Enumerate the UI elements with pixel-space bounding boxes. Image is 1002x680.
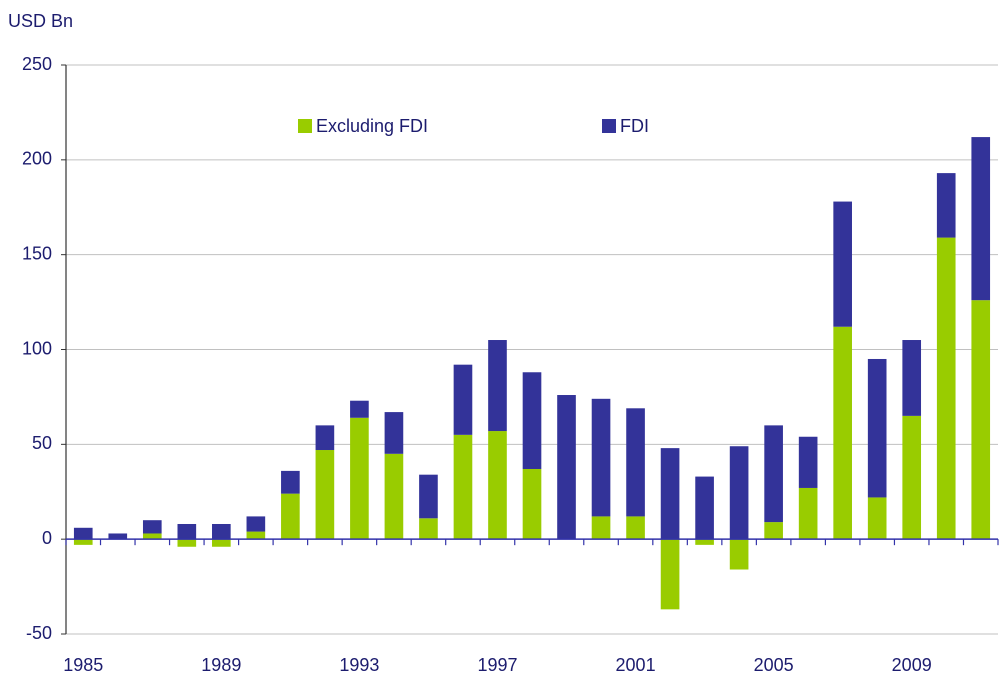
bar <box>626 516 645 540</box>
bar <box>729 446 749 540</box>
bar <box>867 358 887 498</box>
bar <box>557 395 576 540</box>
bar <box>867 497 887 540</box>
bar <box>384 453 404 540</box>
y-tick-label: 0 <box>42 528 52 548</box>
x-tick-label: 2005 <box>754 655 794 675</box>
x-tick-label: 1993 <box>339 655 379 675</box>
legend-swatch <box>298 119 312 133</box>
x-tick-label: 1985 <box>63 655 103 675</box>
x-tick-label: 2009 <box>892 655 932 675</box>
bar <box>177 523 197 540</box>
y-tick-label: 150 <box>22 243 52 263</box>
x-tick-label: 2001 <box>616 655 656 675</box>
bar <box>177 539 197 547</box>
bar <box>212 523 231 540</box>
legend-label: FDI <box>620 116 649 136</box>
bar <box>902 340 922 416</box>
bar <box>660 448 680 540</box>
bar <box>522 372 542 469</box>
y-tick-label: 100 <box>22 338 52 358</box>
x-tick-label: 1997 <box>477 655 517 675</box>
bar <box>936 237 956 540</box>
bar <box>591 516 611 540</box>
bar <box>591 398 611 517</box>
bar <box>73 527 93 540</box>
x-tick-label: 1989 <box>201 655 241 675</box>
bar <box>660 539 680 610</box>
bar <box>902 415 922 540</box>
bar <box>108 533 128 540</box>
bar <box>626 408 645 517</box>
y-tick-label: -50 <box>26 623 52 643</box>
bar <box>488 340 507 432</box>
bar <box>350 400 369 418</box>
bar <box>73 539 93 545</box>
bar <box>798 436 818 488</box>
y-axis-label: USD Bn <box>8 11 73 31</box>
bar <box>798 487 818 540</box>
bar <box>453 434 473 540</box>
bar <box>833 326 852 540</box>
bar <box>419 474 438 519</box>
bar <box>212 539 231 547</box>
bar <box>833 201 852 327</box>
bar <box>419 518 438 540</box>
y-tick-label: 50 <box>32 433 52 453</box>
bar <box>142 533 162 540</box>
bar <box>350 417 369 540</box>
y-tick-label: 250 <box>22 54 52 74</box>
bar <box>522 468 542 540</box>
bar <box>764 425 783 523</box>
legend-swatch <box>602 119 616 133</box>
y-tick-label: 200 <box>22 149 52 169</box>
legend-label: Excluding FDI <box>316 116 428 136</box>
bar <box>384 412 404 454</box>
bar <box>315 450 335 540</box>
bar <box>971 137 991 301</box>
bar <box>246 531 266 540</box>
bar <box>281 470 300 494</box>
bar <box>142 520 162 534</box>
bar <box>936 173 956 238</box>
bar <box>488 431 507 540</box>
bar <box>695 539 714 545</box>
bar <box>281 493 300 540</box>
bar <box>971 300 991 540</box>
bar <box>453 364 473 435</box>
bar <box>764 522 783 540</box>
bar <box>695 476 714 540</box>
bar <box>729 539 749 570</box>
bar <box>246 516 266 532</box>
bar <box>315 425 335 451</box>
